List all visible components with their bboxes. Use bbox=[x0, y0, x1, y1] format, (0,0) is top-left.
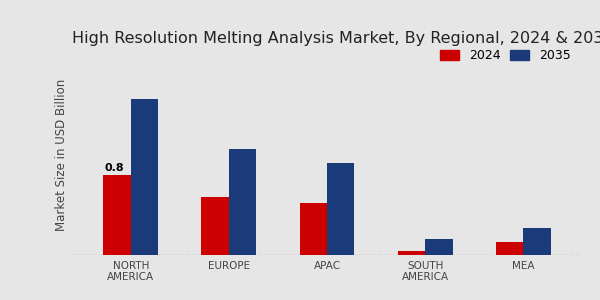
Bar bbox=[229, 149, 256, 255]
Y-axis label: Market Size in USD Billion: Market Size in USD Billion bbox=[55, 78, 68, 231]
Bar bbox=[103, 175, 131, 255]
Bar bbox=[327, 163, 355, 255]
Text: 0.8: 0.8 bbox=[104, 163, 124, 172]
Bar bbox=[523, 228, 551, 255]
Bar bbox=[496, 242, 523, 255]
Bar bbox=[202, 197, 229, 255]
Bar bbox=[425, 239, 452, 255]
Legend: 2024, 2035: 2024, 2035 bbox=[435, 44, 576, 67]
Bar bbox=[398, 251, 425, 255]
Text: High Resolution Melting Analysis Market, By Regional, 2024 & 2035: High Resolution Melting Analysis Market,… bbox=[72, 31, 600, 46]
Bar bbox=[131, 99, 158, 255]
Bar bbox=[299, 203, 327, 255]
